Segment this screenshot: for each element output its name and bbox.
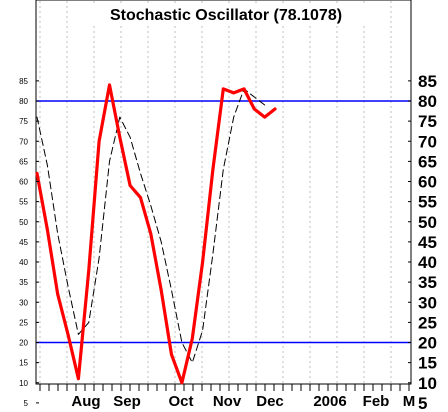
y-tick-label-left: 20 — [19, 339, 28, 348]
x-tick-label: Dec — [256, 393, 284, 410]
y-tick-label-right: 60 — [418, 173, 437, 192]
y-tick-label-left: 70 — [19, 137, 28, 146]
y-tick-label-left: 15 — [19, 359, 28, 368]
x-tick-label: Sep — [113, 393, 141, 410]
x-tick-label: 2006 — [313, 393, 346, 410]
x-tick-label: Nov — [213, 393, 242, 410]
y-tick-label-left: 80 — [19, 97, 28, 106]
y-tick-label-right: 20 — [418, 334, 437, 353]
y-tick-label-right: 35 — [418, 273, 437, 292]
y-tick-label-right: 75 — [418, 112, 437, 131]
x-tick-label: Oct — [168, 393, 193, 410]
y-tick-label-right: 70 — [418, 132, 437, 151]
y-tick-label-right: 65 — [418, 152, 437, 171]
y-tick-label-right: 40 — [418, 253, 437, 272]
stochastic-line — [35, 83, 277, 385]
y-tick-label-right: 45 — [418, 233, 437, 252]
y-tick-label-right: 85 — [418, 72, 437, 91]
y-tick-label-right: 5 — [418, 394, 427, 412]
y-tick-label-right: 50 — [418, 213, 437, 232]
chart-title: Stochastic Oscillator (78.1078) — [110, 7, 342, 24]
y-tick-label-right: 30 — [418, 293, 437, 312]
y-tick-label-right: 80 — [418, 92, 437, 111]
y-tick-label-left: 30 — [19, 298, 28, 307]
y-tick-label-left: 40 — [19, 258, 28, 267]
signal-line — [36, 88, 266, 364]
y-tick-label-left: 75 — [19, 117, 28, 126]
y-tick-label-left: 55 — [19, 198, 28, 207]
y-tick-label-left: 25 — [19, 318, 28, 327]
y-tick-label-left: 10 — [19, 379, 28, 388]
y-tick-label-right: 10 — [418, 374, 437, 393]
title-background — [85, 3, 367, 25]
plot-frame — [35, 0, 412, 385]
y-tick-label-left: 50 — [19, 218, 28, 227]
y-tick-label-left: 45 — [19, 238, 28, 247]
y-tick-label-left: 65 — [19, 157, 28, 166]
y-tick-label-right: 25 — [418, 313, 437, 332]
y-tick-label-left: 5 — [24, 399, 29, 408]
x-tick-label: Aug — [71, 393, 100, 410]
y-tick-label-left: 60 — [19, 178, 28, 187]
y-tick-label-left: 35 — [19, 278, 28, 287]
x-tick-label: Feb — [363, 393, 390, 410]
y-tick-label-right: 15 — [418, 354, 437, 373]
y-tick-label-left: 85 — [19, 77, 28, 86]
x-tick-label: M — [403, 393, 416, 410]
y-tick-label-right: 55 — [418, 193, 437, 212]
